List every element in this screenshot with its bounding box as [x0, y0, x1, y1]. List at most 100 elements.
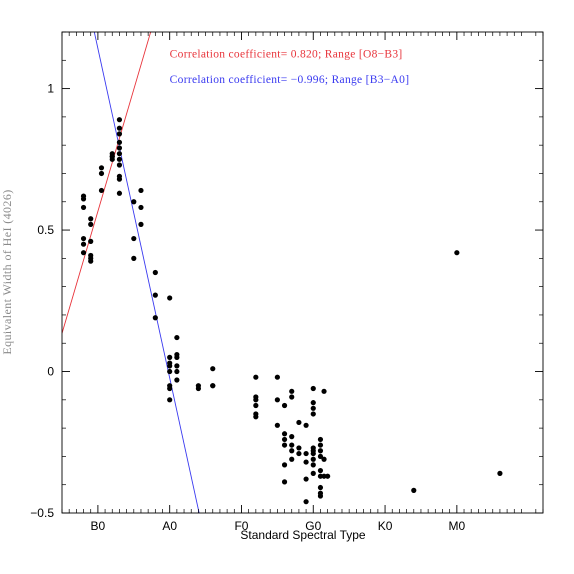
data-point	[317, 442, 324, 448]
data-point	[289, 394, 295, 400]
y-tick-label: 1	[47, 82, 54, 96]
data-point	[174, 368, 180, 375]
data-point	[174, 363, 180, 369]
fit-lines	[62, 32, 200, 513]
data-point	[310, 411, 316, 417]
fit-line-o8-b3	[62, 32, 152, 334]
data-point	[131, 199, 137, 205]
data-point	[167, 385, 173, 392]
data-point	[310, 456, 316, 462]
data-point	[317, 436, 324, 443]
data-point	[289, 442, 295, 448]
data-point	[253, 374, 259, 380]
data-point	[281, 436, 288, 443]
data-point	[497, 470, 503, 476]
data-point	[195, 385, 202, 392]
data-point	[303, 459, 309, 465]
data-point	[289, 434, 295, 440]
data-point	[310, 405, 316, 411]
data-point	[80, 241, 87, 247]
data-point	[167, 368, 173, 375]
data-point	[88, 221, 94, 227]
data-point	[281, 479, 288, 485]
x-tick-label: K0	[378, 519, 393, 533]
data-point	[310, 450, 316, 457]
data-point	[210, 383, 216, 389]
data-point	[411, 487, 417, 493]
fit-line-b3-a0	[93, 32, 200, 513]
data-point	[167, 354, 173, 360]
data-point	[116, 190, 123, 196]
data-point	[167, 363, 173, 369]
data-point	[296, 445, 302, 451]
correlation-annotation: Correlation coefficient= 0.820; Range [O…	[170, 48, 403, 60]
x-tick-label: F0	[234, 519, 248, 533]
data-point	[253, 414, 259, 420]
data-point	[88, 238, 94, 244]
y-tick-label: −0.5	[30, 506, 54, 520]
data-point	[296, 450, 302, 457]
data-point	[303, 499, 309, 505]
data-point	[138, 204, 144, 211]
annotations: Correlation coefficient= 0.820; Range [O…	[170, 48, 410, 86]
data-point	[454, 250, 460, 256]
data-point	[274, 422, 280, 428]
data-point	[174, 354, 180, 360]
data-point	[321, 473, 327, 479]
data-point	[152, 292, 158, 298]
data-point	[152, 269, 158, 276]
data-point	[98, 170, 105, 177]
data-point	[174, 334, 180, 341]
y-tick-label: 0.5	[37, 223, 54, 237]
data-point	[310, 400, 316, 406]
data-point	[325, 473, 331, 479]
x-axis-title: Standard Spectral Type	[240, 528, 366, 542]
data-point	[138, 221, 144, 227]
y-axis-title: Equivalent Width of HeI (4026)	[0, 189, 14, 354]
data-point	[88, 258, 94, 264]
data-point	[317, 453, 324, 460]
data-point	[274, 374, 280, 380]
data-point	[210, 366, 216, 372]
data-point	[80, 196, 87, 202]
data-point	[289, 448, 295, 454]
data-point	[281, 462, 288, 468]
data-point	[138, 187, 144, 194]
x-tick-label: B0	[91, 519, 106, 533]
data-point	[98, 187, 105, 194]
data-point	[98, 165, 105, 171]
data-point	[317, 448, 324, 454]
data-point	[174, 377, 180, 383]
data-point	[167, 295, 173, 301]
data-point	[152, 315, 158, 321]
data-point	[289, 388, 295, 394]
correlation-annotation: Correlation coefficient= −0.996; Range […	[170, 74, 410, 86]
x-tick-label: M0	[449, 519, 466, 533]
data-point	[109, 156, 115, 162]
data-point	[281, 442, 288, 448]
data-point	[317, 484, 324, 491]
data-point	[303, 450, 309, 457]
data-point	[317, 473, 324, 479]
data-point	[310, 470, 316, 476]
data-point	[317, 493, 324, 499]
data-point	[317, 467, 324, 474]
data-point	[116, 139, 123, 145]
x-tick-label: A0	[162, 519, 177, 533]
data-point	[116, 117, 123, 123]
y-tick-label: 0	[47, 365, 54, 379]
data-point	[281, 431, 288, 437]
data-point	[281, 402, 288, 409]
data-point	[116, 156, 123, 162]
data-point	[80, 235, 87, 242]
data-point	[303, 476, 309, 482]
x-tick-label: G0	[305, 519, 321, 533]
data-point	[116, 176, 123, 182]
data-point	[167, 397, 173, 403]
data-point	[289, 456, 295, 462]
data-point	[310, 462, 316, 468]
data-point	[131, 235, 137, 242]
data-point	[296, 419, 302, 426]
data-point	[321, 388, 327, 394]
